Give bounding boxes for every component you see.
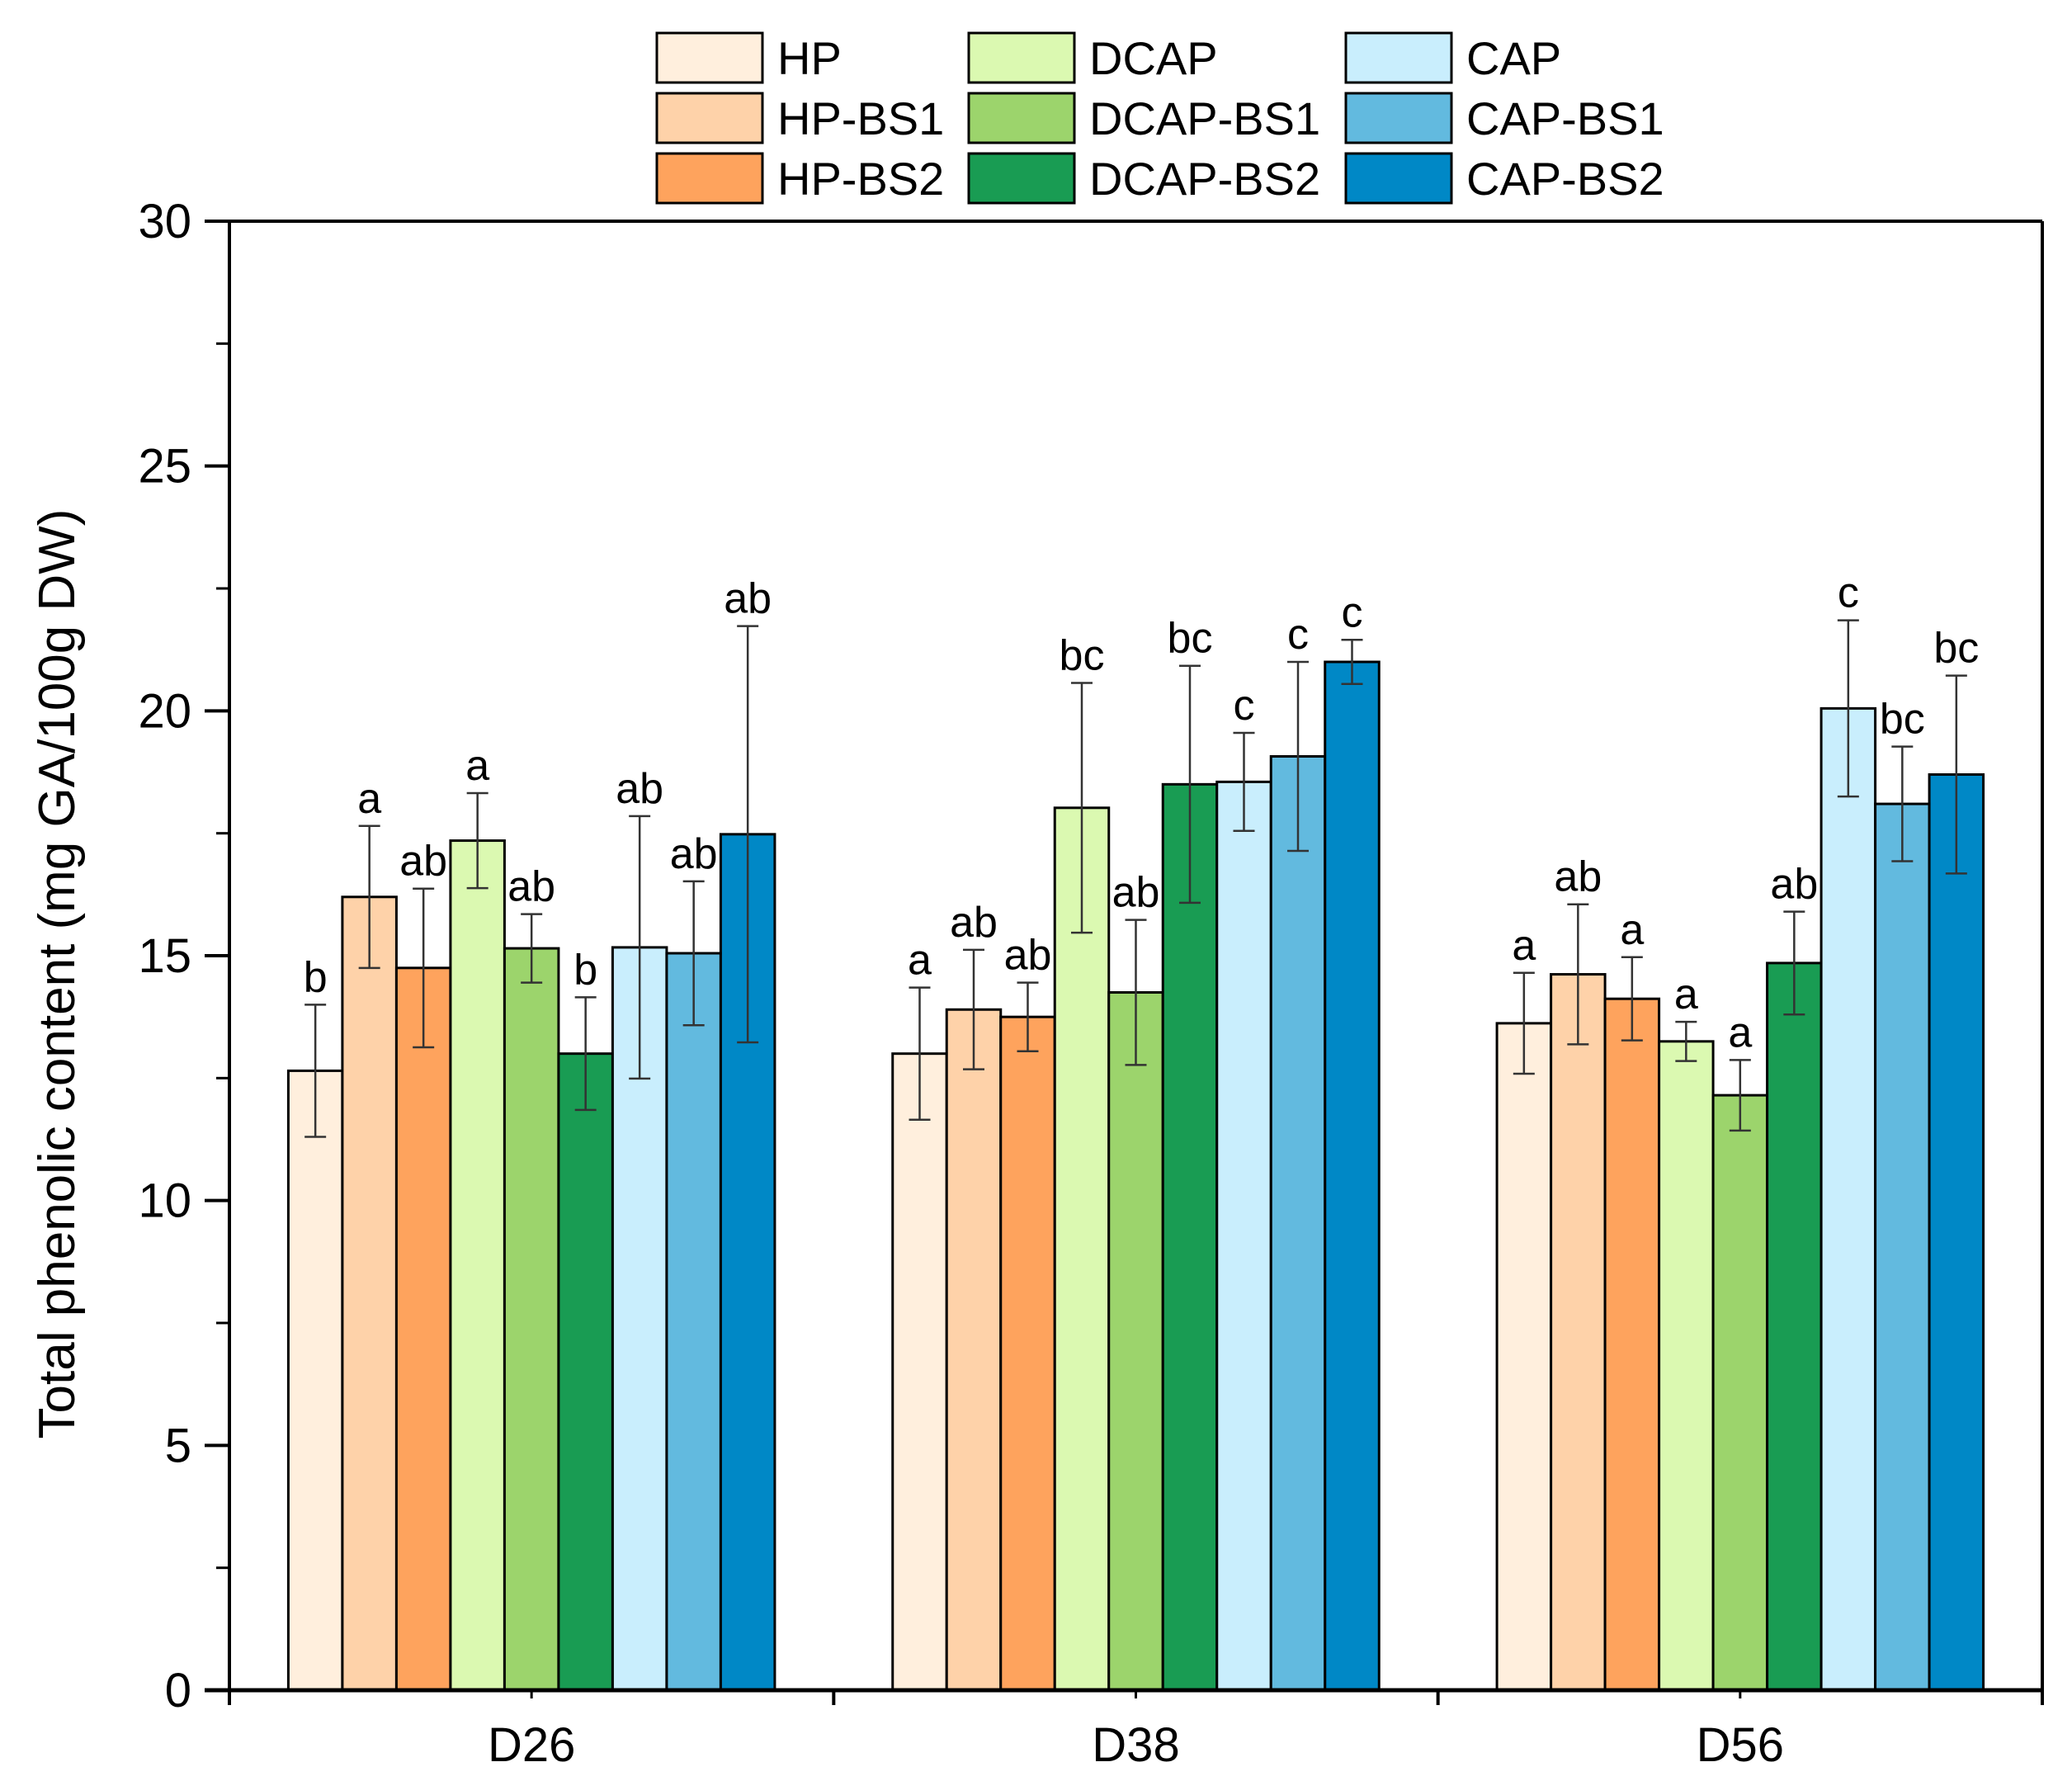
bar-dcap-bs1-d38 [1107,991,1164,1692]
y-tick-label: 5 [165,1419,191,1472]
significance-letter: c [1234,682,1255,730]
legend: HP HP-BS1 HP-BS2 DCAP DCAP-BS1 DCAP-BS2 CAP CAP… [655,31,1664,205]
legend-swatch-cap [1344,31,1453,84]
legend-swatch-hp-bs2 [655,152,764,205]
bar-dcap-bs2-d38 [1161,782,1219,1692]
bar-hp-d26 [286,1069,344,1692]
y-tick-label: 30 [138,195,191,248]
bar-hp-bs1-d56 [1550,973,1607,1692]
bar-cap-bs2-d56 [1928,772,1985,1692]
significance-letter: a [1620,906,1644,954]
bar-dcap-d56 [1658,1040,1715,1692]
significance-letter: ab [724,575,772,623]
significance-letter: ab [950,899,998,947]
significance-letter: b [573,946,597,994]
legend-swatch-hp-bs1 [655,92,764,144]
bar-cap-d56 [1819,706,1877,1692]
significance-letter: c [1287,611,1309,659]
bar-hp-d38 [891,1052,948,1692]
y-tick-label: 20 [138,684,191,738]
bar-cap-bs2-d38 [1324,660,1381,1692]
significance-letter: ab [616,765,663,813]
significance-letter: a [357,775,381,823]
bar-hp-d56 [1495,1022,1553,1692]
significance-letter: a [1728,1009,1752,1056]
significance-letter: ab [670,830,718,878]
significance-letter: c [1838,569,1859,617]
legend-swatch-dcap-bs2 [967,152,1076,205]
y-tick-label: 0 [165,1664,191,1717]
legend-label-hp-bs2: HP-BS2 [777,153,944,205]
legend-label-cap-bs2: CAP-BS2 [1466,153,1664,205]
x-tick-label-d38: D38 [1092,1718,1179,1772]
bars-layer [286,660,1985,1692]
x-tick-label-d56: D56 [1697,1718,1784,1772]
legend-swatch-hp [655,31,764,84]
bar-hp-bs1-d26 [341,895,398,1692]
bar-dcap-bs2-d26 [557,1052,614,1692]
significance-letter: bc [1933,625,1979,673]
x-tick-label-d26: D26 [488,1718,575,1772]
legend-label-hp-bs1: HP-BS1 [777,92,944,144]
axes-layer: 0 5 10 15 20 25 30 D26 D38 D56 [138,195,2044,1772]
significance-letter: a [1512,922,1536,970]
legend-label-dcap-bs1: DCAP-BS1 [1089,92,1320,144]
significance-letter: ab [1112,869,1160,917]
bar-dcap-bs2-d56 [1766,961,1823,1692]
y-axis-label: Total phenolic content (mg GA/100g DW) [29,509,86,1439]
bar-cap-d38 [1215,780,1272,1692]
bar-cap-bs1-d56 [1874,802,1931,1692]
bar-cap-bs1-d26 [665,952,722,1692]
bar-cap-bs1-d38 [1269,755,1327,1692]
significance-letter: ab [1554,853,1602,901]
legend-label-cap: CAP [1466,32,1561,84]
significance-letter: c [1342,588,1363,636]
significance-letter: bc [1060,632,1105,680]
significance-letter: b [304,953,328,1001]
bar-hp-bs2-d38 [999,1015,1056,1692]
bar-hp-bs2-d26 [394,966,452,1692]
legend-swatch-dcap [967,31,1076,84]
legend-label-cap-bs1: CAP-BS1 [1466,92,1664,144]
y-tick-label: 10 [138,1174,191,1228]
legend-label-dcap-bs2: DCAP-BS2 [1089,153,1320,205]
legend-swatch-cap-bs2 [1344,152,1453,205]
bar-hp-bs1-d38 [945,1008,1003,1692]
y-tick-label: 25 [138,440,191,494]
error-bars-layer [304,619,1967,1138]
bar-dcap-bs1-d26 [503,947,560,1692]
significance-letter: ab [507,863,555,911]
legend-swatch-dcap-bs1 [967,92,1076,144]
significance-letter: a [465,742,489,790]
legend-label-hp: HP [777,32,842,84]
significance-letter: bc [1168,615,1213,663]
bar-dcap-d38 [1053,806,1111,1692]
significance-letter: a [908,937,932,985]
significance-letter: a [1674,971,1698,1018]
legend-swatch-cap-bs1 [1344,92,1453,144]
bar-hp-bs2-d56 [1603,997,1661,1692]
legend-label-dcap: DCAP [1089,32,1218,84]
significance-letter: ab [1004,932,1052,980]
significance-letter: ab [399,838,447,886]
significance-letter: bc [1880,696,1925,744]
bar-dcap-bs1-d56 [1711,1094,1769,1692]
y-tick-label: 15 [138,929,191,983]
significance-letter: ab [1770,861,1818,909]
bar-dcap-d26 [449,839,506,1692]
